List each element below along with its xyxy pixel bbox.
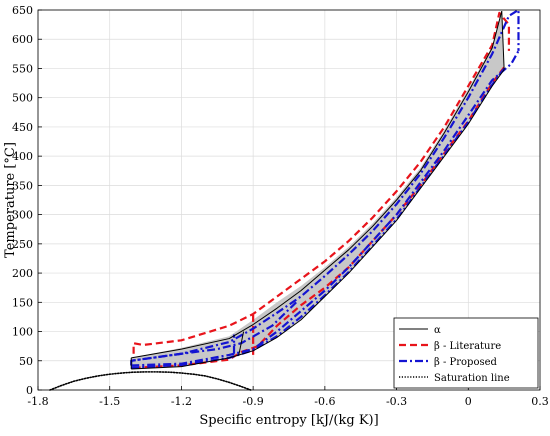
fill-region-layer [131, 11, 505, 369]
plot-frame [37, 9, 541, 391]
y-tick-label: 550 [12, 62, 33, 75]
series-line [131, 11, 503, 359]
series-line [131, 301, 297, 362]
y-tick-label: 50 [19, 355, 33, 368]
series-β-proposed [130, 8, 520, 369]
legend-box [393, 317, 539, 389]
legend-label: β - Literature [434, 341, 501, 352]
series-line [132, 11, 511, 354]
x-tick-label: -0.6 [314, 395, 335, 408]
legend-label: Saturation line [434, 373, 510, 384]
x-tick-label: -0.9 [243, 395, 264, 408]
series-α [130, 11, 505, 370]
legend-label: α [434, 325, 441, 336]
x-tick-label: 0.3 [531, 395, 549, 408]
x-tick-label: -1.5 [99, 395, 120, 408]
x-tick-label: -1.8 [27, 395, 48, 408]
legend-label: β - Proposed [434, 357, 498, 368]
x-tick-label: 0 [465, 395, 472, 408]
series-line [131, 69, 505, 370]
y-tick-label: 0 [26, 384, 33, 397]
series-saturation-line [49, 371, 252, 391]
legend: α β - Literature β - Proposed Saturation li… [393, 317, 539, 389]
shaded-area [131, 11, 505, 369]
y-tick-label: 350 [12, 179, 33, 192]
series-layer [49, 8, 520, 391]
ticks: -1.8 -1.5 -1.2 -0.9 -0.6 -0.3 0 0.3 0 50 100 150 200… [12, 4, 549, 408]
y-tick-label: 250 [12, 238, 33, 251]
y-tick-label: 650 [12, 4, 33, 17]
y-tick-label: 500 [12, 92, 33, 105]
y-tick-label: 400 [12, 150, 33, 163]
x-axis-label: Specific entropy [kJ/(kg K)] [199, 413, 378, 428]
y-tick-label: 450 [12, 121, 33, 134]
x-tick-label: -0.3 [386, 395, 407, 408]
series-line [501, 11, 505, 70]
y-tick-label: 300 [12, 209, 33, 222]
y-tick-label: 150 [12, 296, 33, 309]
y-axis-label: Temperature [°C] [3, 142, 18, 258]
series-line [131, 67, 506, 369]
x-tick-label: -1.2 [171, 395, 192, 408]
series-line [238, 331, 245, 356]
y-tick-label: 600 [12, 33, 33, 46]
y-tick-label: 100 [12, 326, 33, 339]
series-line [130, 8, 520, 366]
series-line [131, 50, 520, 367]
y-tick-label: 200 [12, 267, 33, 280]
series-line [49, 371, 252, 391]
